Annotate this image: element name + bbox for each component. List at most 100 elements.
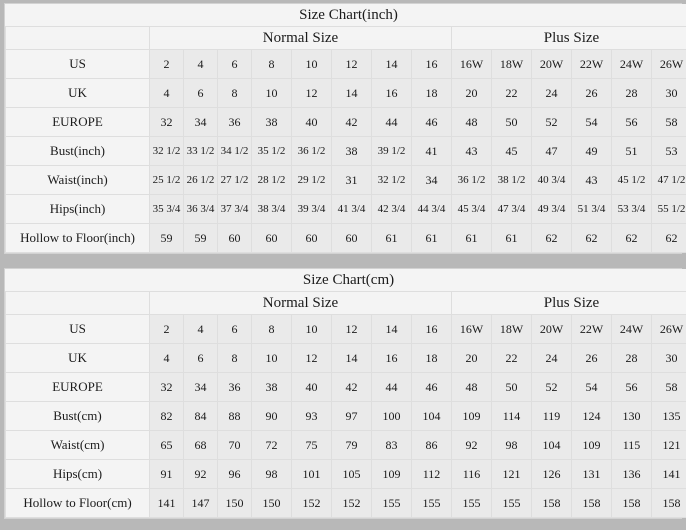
data-cell: 93	[291, 401, 332, 431]
data-cell: 50	[491, 107, 532, 137]
data-cell: 36	[217, 372, 252, 402]
data-cell: 72	[251, 430, 292, 460]
data-cell: 12	[291, 343, 332, 373]
data-cell: 14	[371, 49, 412, 79]
data-cell: 26W	[651, 49, 686, 79]
data-cell: 31	[331, 165, 372, 195]
data-cell: 48	[451, 372, 492, 402]
data-cell: 8	[251, 314, 292, 344]
data-cell: 84	[183, 401, 218, 431]
data-cell: 45 3/4	[451, 194, 492, 224]
data-cell: 36 1/2	[291, 136, 332, 166]
data-cell: 44 3/4	[411, 194, 452, 224]
data-cell: 35 3/4	[149, 194, 184, 224]
data-cell: 112	[411, 459, 452, 489]
data-cell: 6	[217, 314, 252, 344]
data-cell: 16	[411, 314, 452, 344]
data-cell: 90	[251, 401, 292, 431]
data-cell: 20W	[531, 314, 572, 344]
data-cell: 32 1/2	[371, 165, 412, 195]
table-row: Bust(inch) 32 1/2 33 1/2 34 1/2 35 1/2 36 1/2…	[5, 136, 686, 166]
data-cell: 8	[217, 78, 252, 108]
data-cell: 28	[611, 78, 652, 108]
data-cell: 16	[371, 343, 412, 373]
data-cell: 20	[451, 343, 492, 373]
group-header-blank	[5, 291, 150, 315]
data-cell: 60	[291, 223, 332, 253]
data-cell: 22W	[571, 314, 612, 344]
data-cell: 10	[291, 49, 332, 79]
data-cell: 86	[411, 430, 452, 460]
data-cell: 38	[251, 372, 292, 402]
row-label: US	[5, 49, 150, 79]
data-cell: 61	[491, 223, 532, 253]
row-label: Waist(inch)	[5, 165, 150, 195]
data-cell: 14	[371, 314, 412, 344]
data-cell: 18W	[491, 314, 532, 344]
data-cell: 150	[251, 488, 292, 518]
data-cell: 61	[411, 223, 452, 253]
data-cell: 65	[149, 430, 184, 460]
data-cell: 155	[371, 488, 412, 518]
data-cell: 104	[411, 401, 452, 431]
data-cell: 36 1/2	[451, 165, 492, 195]
data-cell: 8	[251, 49, 292, 79]
data-cell: 42	[331, 372, 372, 402]
data-cell: 22	[491, 343, 532, 373]
data-cell: 35 1/2	[251, 136, 292, 166]
table-row: Hips(cm) 91 92 96 98 101 105 109 112 116 121 126 131…	[5, 459, 686, 489]
data-cell: 6	[183, 78, 218, 108]
row-label: Hollow to Floor(cm)	[5, 488, 150, 518]
data-cell: 158	[531, 488, 572, 518]
data-cell: 29 1/2	[291, 165, 332, 195]
data-cell: 121	[651, 430, 686, 460]
data-cell: 141	[651, 459, 686, 489]
data-cell: 52	[531, 372, 572, 402]
data-cell: 30	[651, 343, 686, 373]
row-label: Hollow to Floor(inch)	[5, 223, 150, 253]
data-cell: 41	[411, 136, 452, 166]
data-cell: 49	[571, 136, 612, 166]
data-cell: 34	[183, 372, 218, 402]
data-cell: 130	[611, 401, 652, 431]
chart-title: Size Chart(cm)	[5, 269, 686, 292]
data-cell: 97	[331, 401, 372, 431]
data-cell: 39 3/4	[291, 194, 332, 224]
data-cell: 4	[149, 343, 184, 373]
data-cell: 40	[291, 107, 332, 137]
data-cell: 109	[371, 459, 412, 489]
data-cell: 26W	[651, 314, 686, 344]
data-cell: 47	[531, 136, 572, 166]
data-cell: 92	[183, 459, 218, 489]
data-cell: 36	[217, 107, 252, 137]
data-cell: 4	[149, 78, 184, 108]
data-cell: 38 3/4	[251, 194, 292, 224]
data-cell: 105	[331, 459, 372, 489]
data-cell: 6	[217, 49, 252, 79]
table-row: Waist(inch) 25 1/2 26 1/2 27 1/2 28 1/2 29 1/…	[5, 165, 686, 195]
table-row: Hips(inch) 35 3/4 36 3/4 37 3/4 38 3/4 39 3/4…	[5, 194, 686, 224]
data-cell: 22W	[571, 49, 612, 79]
data-cell: 28	[611, 343, 652, 373]
data-cell: 60	[251, 223, 292, 253]
data-cell: 45	[491, 136, 532, 166]
row-label: UK	[5, 343, 150, 373]
data-cell: 47 3/4	[491, 194, 532, 224]
data-cell: 37 3/4	[217, 194, 252, 224]
group-header-normal-size: Normal Size	[149, 26, 452, 50]
data-cell: 40	[291, 372, 332, 402]
data-cell: 101	[291, 459, 332, 489]
data-cell: 36 3/4	[183, 194, 218, 224]
data-cell: 54	[571, 372, 612, 402]
data-cell: 53	[651, 136, 686, 166]
table-row: US 2 4 6 8 10 12 14 16 16W 18W 20W 22W 24W 26W	[5, 314, 686, 344]
data-cell: 49 3/4	[531, 194, 572, 224]
data-cell: 75	[291, 430, 332, 460]
data-cell: 155	[451, 488, 492, 518]
table-row: Hollow to Floor(cm) 141 147 150 150 152 152 155…	[5, 488, 686, 518]
data-cell: 10	[251, 343, 292, 373]
data-cell: 88	[217, 401, 252, 431]
data-cell: 12	[331, 314, 372, 344]
data-cell: 79	[331, 430, 372, 460]
